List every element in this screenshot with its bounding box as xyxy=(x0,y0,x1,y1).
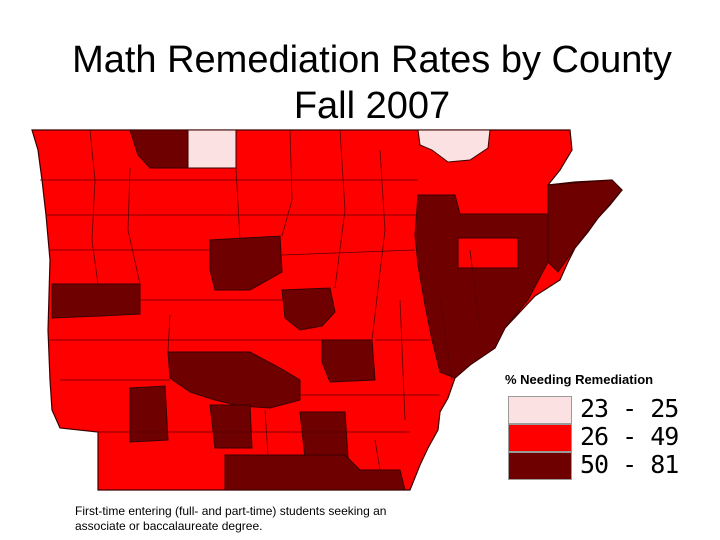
county-dark-1 xyxy=(129,129,189,169)
legend-swatch-mid xyxy=(508,424,572,452)
legend-item-mid: 26 - 49 xyxy=(508,422,708,454)
county-dark-2 xyxy=(547,179,623,273)
county-light-2 xyxy=(417,129,491,163)
county-light-1 xyxy=(187,129,237,169)
legend-title: % Needing Remediation xyxy=(505,372,654,387)
county-dark-3 xyxy=(414,194,549,379)
county-dark-11 xyxy=(209,404,253,449)
county-dark-4 xyxy=(457,237,519,269)
legend-label-low: 23 - 25 xyxy=(580,394,679,423)
legend-label-high: 50 - 81 xyxy=(580,450,679,479)
county-dark-6 xyxy=(209,235,283,291)
legend-swatch-high xyxy=(508,452,572,480)
county-dark-7 xyxy=(281,287,336,331)
legend-item-high: 50 - 81 xyxy=(508,450,708,482)
legend-swatch-low xyxy=(508,396,572,424)
county-dark-13 xyxy=(224,454,406,491)
county-dark-10 xyxy=(129,385,169,443)
map-subtitle: Fall 2007 xyxy=(293,85,451,127)
county-dark-5 xyxy=(51,283,141,319)
legend-item-low: 23 - 25 xyxy=(508,394,708,426)
county-dark-8 xyxy=(321,339,376,383)
footnote: First-time entering (full- and part-time… xyxy=(75,504,387,533)
arkansas-county-map xyxy=(31,129,623,491)
map-title: Math Remediation Rates by County xyxy=(72,39,672,81)
county-dark-12 xyxy=(299,411,349,459)
county-dark-9 xyxy=(167,351,301,409)
legend-label-mid: 26 - 49 xyxy=(580,422,679,451)
